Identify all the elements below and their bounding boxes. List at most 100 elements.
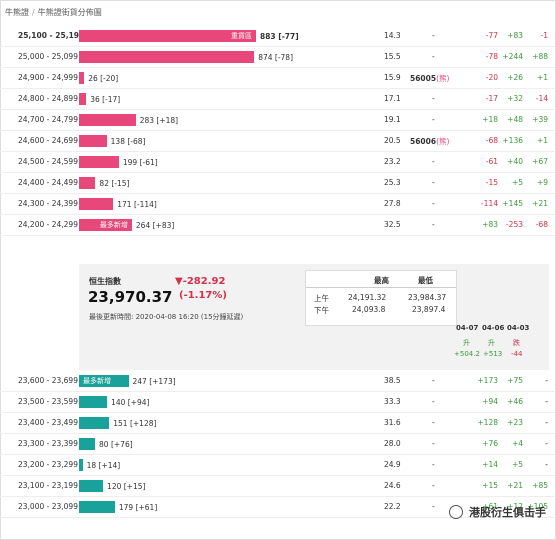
- bar-group: 26 [-20]: [79, 72, 118, 84]
- table-row: 23,400 - 23,499 151 [+128] 31.6 - +128 +23 -: [0, 413, 556, 434]
- daily-change: +88: [532, 52, 548, 61]
- breadcrumb-current: 牛熊證街貨分佈圖: [37, 8, 102, 17]
- index-change-pct: (-1.17%): [179, 290, 227, 301]
- code-value[interactable]: 56005(熊): [410, 74, 449, 83]
- volume-bar[interactable]: [79, 114, 136, 126]
- daily-change: +46: [507, 397, 523, 406]
- bar-group: 283 [+18]: [79, 114, 178, 126]
- bar-tag: 最多新增: [99, 221, 128, 229]
- daily-change: +83: [507, 31, 523, 40]
- code-empty: -: [432, 31, 435, 40]
- code-number[interactable]: 56006: [410, 137, 437, 146]
- bar-group: 179 [+61]: [79, 501, 157, 513]
- volume-bar[interactable]: [79, 156, 119, 168]
- breadcrumb: 牛熊證 / 牛熊證街貨分佈圖: [5, 7, 102, 18]
- distance-pct: 33.3: [384, 397, 401, 406]
- daily-change: -61: [485, 157, 498, 166]
- code-number[interactable]: 56005: [410, 74, 437, 83]
- price-range: 24,900 - 24,999: [18, 73, 78, 82]
- volume-bar[interactable]: [79, 459, 83, 471]
- volume-amount: 874 [-78]: [258, 52, 293, 62]
- distance-pct: 15.9: [384, 73, 401, 82]
- bar-group: 82 [-15]: [79, 177, 129, 189]
- daily-change: +75: [507, 376, 523, 385]
- price-range: 24,800 - 24,899: [18, 94, 78, 103]
- volume-bar[interactable]: [79, 438, 96, 450]
- table-row: 24,700 - 24,799 283 [+18] 19.1 - +18 +48 +39: [0, 110, 556, 131]
- distance-pct: 25.3: [384, 178, 401, 187]
- daily-change: -68: [485, 136, 498, 145]
- table-row: 23,000 - 23,099 179 [+61] 22.2 - +61 +12 +105: [0, 497, 556, 518]
- volume-amount: 82 [-15]: [99, 178, 130, 188]
- low-header: 最低: [418, 276, 433, 285]
- daily-change: -114: [480, 199, 498, 208]
- distance-pct: 31.6: [384, 418, 401, 427]
- daily-change: -: [545, 460, 548, 469]
- volume-bar[interactable]: [79, 177, 96, 189]
- daily-change: +61: [482, 502, 498, 511]
- volume-bar[interactable]: 最多新增: [79, 375, 129, 387]
- volume-bar[interactable]: 最多新增: [79, 219, 132, 231]
- breadcrumb-link-cbbc[interactable]: 牛熊證: [5, 8, 29, 17]
- daily-change: +9: [536, 178, 548, 187]
- volume-bar[interactable]: [79, 198, 114, 210]
- volume-amount: 120 [+15]: [107, 481, 146, 491]
- daily-change: +32: [507, 94, 523, 103]
- daily-change: -15: [485, 178, 498, 187]
- code-empty: -: [432, 460, 435, 469]
- table-row: 23,500 - 23,599 140 [+94] 33.3 - +94 +46 -: [0, 392, 556, 413]
- daily-change: +136: [502, 136, 523, 145]
- volume-bar[interactable]: [79, 51, 255, 63]
- daily-change: -: [545, 397, 548, 406]
- volume-bar[interactable]: [79, 501, 115, 513]
- volume-bar[interactable]: [79, 396, 108, 408]
- index-panel: 恒生指數 23,970.37 ▼-282.92 (-1.17%) 最後更新時間:…: [79, 264, 549, 370]
- volume-amount: 199 [-61]: [122, 157, 158, 167]
- table-row: 25,100 - 25,199 重貨區 883 [-77] 14.3 - -77 +83 -1: [0, 26, 556, 47]
- index-value: 23,970.37: [88, 288, 173, 306]
- distance-pct: 19.1: [384, 115, 401, 124]
- daily-change: +173: [477, 376, 498, 385]
- daily-change: +21: [507, 481, 523, 490]
- cbbc-code[interactable]: 56005(熊): [410, 73, 470, 84]
- daily-change: +5: [511, 178, 523, 187]
- daily-change: -: [545, 376, 548, 385]
- price-range: 23,400 - 23,499: [18, 418, 78, 427]
- day-amount: +513: [483, 350, 503, 358]
- table-row: 23,100 - 23,199 120 [+15] 24.6 - +15 +21 +85: [0, 476, 556, 497]
- table-row: 24,900 - 24,999 26 [-20] 15.9 56005(熊) -20 +2…: [0, 68, 556, 89]
- price-range: 24,200 - 24,299: [18, 220, 78, 229]
- day-direction: 跌: [513, 339, 520, 347]
- volume-bar[interactable]: 重貨區: [79, 30, 256, 42]
- daily-change: +4: [511, 439, 523, 448]
- volume-bar[interactable]: [79, 417, 110, 429]
- volume-bar[interactable]: [79, 93, 87, 105]
- bar-group: 18 [+14]: [79, 459, 120, 471]
- volume-bar[interactable]: [79, 480, 104, 492]
- code-empty: -: [432, 115, 435, 124]
- daily-change: +85: [532, 481, 548, 490]
- price-range: 25,100 - 25,199: [18, 31, 85, 40]
- day-date: 04-03: [507, 324, 530, 332]
- volume-amount: 36 [-17]: [90, 94, 121, 104]
- volume-bar[interactable]: [79, 135, 107, 147]
- breadcrumb-separator: /: [32, 8, 35, 17]
- table-row: 23,200 - 23,299 18 [+14] 24.9 - +14 +5 -: [0, 455, 556, 476]
- price-range: 23,000 - 23,099: [18, 502, 78, 511]
- code-empty: -: [432, 199, 435, 208]
- day-direction: 升: [463, 339, 470, 347]
- code-value[interactable]: 56006(熊): [410, 137, 449, 146]
- bar-group: 120 [+15]: [79, 480, 145, 492]
- table-row: 23,300 - 23,399 80 [+76] 28.0 - +76 +4 -: [0, 434, 556, 455]
- code-empty: -: [432, 220, 435, 229]
- daily-change: +40: [507, 157, 523, 166]
- daily-change: +76: [482, 439, 498, 448]
- daily-change: +1: [536, 136, 548, 145]
- volume-bar[interactable]: [79, 72, 85, 84]
- cbbc-code[interactable]: 56006(熊): [410, 136, 470, 147]
- watermark: 港股衍生俱击手: [449, 504, 546, 520]
- distance-pct: 14.3: [384, 31, 401, 40]
- volume-amount: 179 [+61]: [118, 502, 158, 512]
- daily-change: +94: [482, 397, 498, 406]
- divider: [306, 287, 456, 288]
